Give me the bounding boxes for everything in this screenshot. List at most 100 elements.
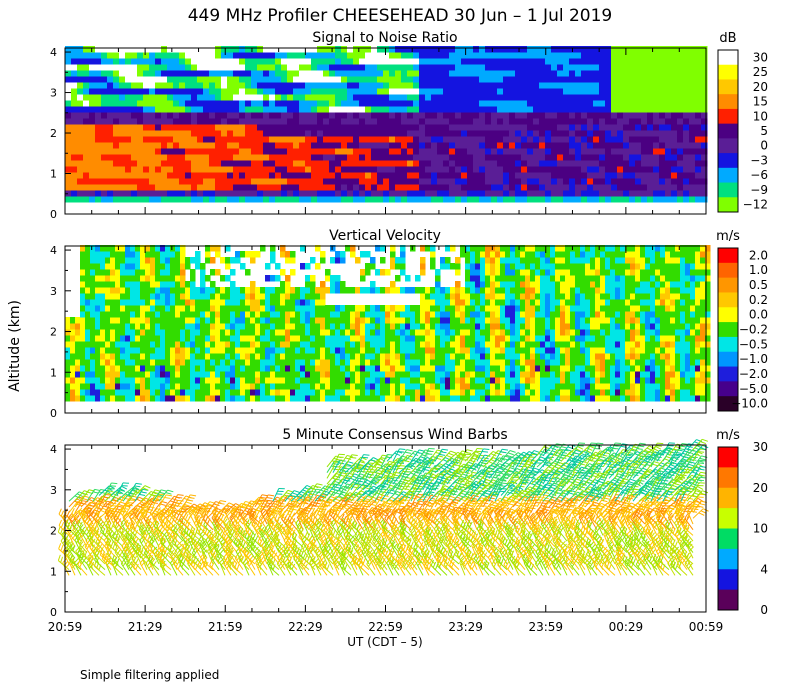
snr-cell xyxy=(665,166,672,173)
vv-cell xyxy=(205,335,211,342)
vv-cell xyxy=(80,341,86,348)
snr-cell xyxy=(563,82,570,89)
snr-cell xyxy=(329,196,336,203)
vv-cell xyxy=(65,323,71,330)
vv-cell xyxy=(465,245,471,252)
snr-cell xyxy=(653,190,660,197)
snr-cell xyxy=(605,136,612,143)
snr-cell xyxy=(521,130,528,137)
snr-cell xyxy=(83,106,90,113)
vv-cell xyxy=(280,245,286,252)
snr-cell xyxy=(221,64,228,71)
snr-cell xyxy=(575,190,582,197)
vv-cell xyxy=(210,395,216,402)
snr-cell xyxy=(281,136,288,143)
snr-cell xyxy=(419,58,426,65)
vv-cell xyxy=(200,353,206,360)
vv-cell xyxy=(335,353,341,360)
vv-cell xyxy=(285,359,291,366)
snr-cell xyxy=(665,52,672,59)
snr-cell xyxy=(599,70,606,77)
vv-cell xyxy=(285,323,291,330)
vv-cell xyxy=(340,389,346,396)
snr-cell xyxy=(371,196,378,203)
vv-cell xyxy=(105,389,111,396)
vv-cell xyxy=(525,371,531,378)
snr-cell xyxy=(401,160,408,167)
vv-cell xyxy=(470,347,476,354)
vv-cell xyxy=(105,299,111,306)
snr-cell xyxy=(215,190,222,197)
snr-cell xyxy=(659,52,666,59)
vv-cell xyxy=(230,389,236,396)
snr-cell xyxy=(77,70,84,77)
vv-cell xyxy=(530,365,536,372)
vv-cell xyxy=(450,323,456,330)
snr-cell xyxy=(329,64,336,71)
vv-cell xyxy=(170,389,176,396)
snr-cell xyxy=(65,94,72,101)
snr-cell xyxy=(71,130,78,137)
vv-cell xyxy=(370,323,376,330)
colorbar-label: −3 xyxy=(750,153,768,167)
snr-cell xyxy=(77,166,84,173)
vv-cell xyxy=(495,281,501,288)
vv-cell xyxy=(435,311,441,318)
snr-cell xyxy=(407,118,414,125)
vv-cell xyxy=(475,275,481,282)
vv-cell xyxy=(325,365,331,372)
snr-cell xyxy=(503,58,510,65)
snr-cell xyxy=(233,118,240,125)
snr-cell xyxy=(317,172,324,179)
snr-cell xyxy=(407,106,414,113)
vv-cell xyxy=(355,383,361,390)
vv-cell xyxy=(305,263,311,270)
snr-cell xyxy=(113,70,120,77)
vv-cell xyxy=(465,365,471,372)
vv-cell xyxy=(80,275,86,282)
snr-cell xyxy=(317,52,324,59)
vv-cell xyxy=(140,359,146,366)
snr-cell xyxy=(101,172,108,179)
vv-cell xyxy=(120,281,126,288)
vv-cell xyxy=(355,311,361,318)
snr-cell xyxy=(185,154,192,161)
snr-cell xyxy=(215,106,222,113)
vv-cell xyxy=(160,281,166,288)
snr-cell xyxy=(383,166,390,173)
snr-cell xyxy=(227,82,234,89)
snr-cell xyxy=(449,130,456,137)
vv-cell xyxy=(530,395,536,402)
snr-cell xyxy=(275,118,282,125)
snr-cell xyxy=(173,82,180,89)
snr-cell xyxy=(641,130,648,137)
vv-cell xyxy=(470,365,476,372)
snr-cell xyxy=(551,82,558,89)
snr-cell xyxy=(437,118,444,125)
vv-cell xyxy=(110,347,116,354)
snr-cell xyxy=(137,64,144,71)
snr-cell xyxy=(557,154,564,161)
snr-cell xyxy=(311,70,318,77)
snr-cell xyxy=(629,148,636,155)
snr-cell xyxy=(179,82,186,89)
snr-cell xyxy=(221,190,228,197)
snr-cell xyxy=(437,94,444,101)
vv-cell xyxy=(500,329,506,336)
snr-cell xyxy=(281,118,288,125)
vv-cell xyxy=(280,317,286,324)
snr-cell xyxy=(239,166,246,173)
vv-cell xyxy=(375,347,381,354)
vv-cell xyxy=(525,341,531,348)
snr-cell xyxy=(695,196,702,203)
snr-cell xyxy=(509,136,516,143)
vv-cell xyxy=(340,317,346,324)
snr-cell xyxy=(491,196,498,203)
snr-cell xyxy=(335,118,342,125)
vv-cell xyxy=(180,323,186,330)
vv-cell xyxy=(530,299,536,306)
snr-cell xyxy=(317,46,324,53)
vv-cell xyxy=(410,311,416,318)
snr-cell xyxy=(557,184,564,191)
snr-cell xyxy=(365,88,372,95)
